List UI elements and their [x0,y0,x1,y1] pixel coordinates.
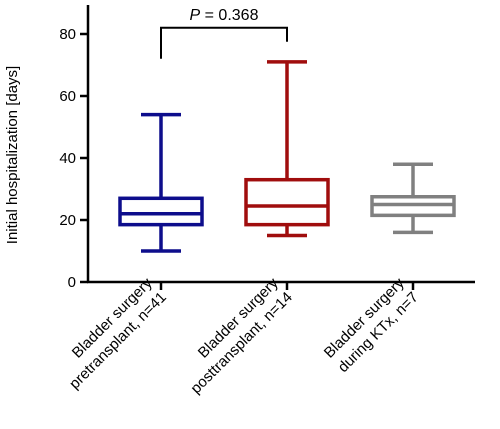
y-tick-label: 80 [59,26,76,43]
y-tick-label: 40 [59,150,76,167]
p-value: = 0.368 [200,7,258,24]
y-axis-label: Initial hospitalization [days] [4,66,21,244]
p-value-label: P = 0.368 [190,7,259,24]
significance-bracket [160,26,288,59]
y-tick-label: 20 [59,212,76,229]
box-group [118,112,204,253]
axes: 0 20 40 60 80 [59,5,475,291]
y-tick-label: 60 [59,88,76,105]
category-label: Bladder surgeryposttransplant, n=14 [173,274,296,397]
boxes [118,60,456,253]
iqr-box [244,177,330,227]
box-group [370,162,456,235]
category-label: Bladder surgerypretransplant, n=41 [52,274,170,392]
category-labels: Bladder surgerypretransplant, n=41 Bladde… [52,274,422,397]
box-group [244,60,330,238]
category-label: Bladder surgeryduring KTx, n=7 [320,274,422,376]
significance-annotation: P = 0.368 [160,7,288,59]
iqr-box [118,196,204,227]
p-symbol: P [190,7,201,24]
y-tick-label: 0 [68,274,76,291]
